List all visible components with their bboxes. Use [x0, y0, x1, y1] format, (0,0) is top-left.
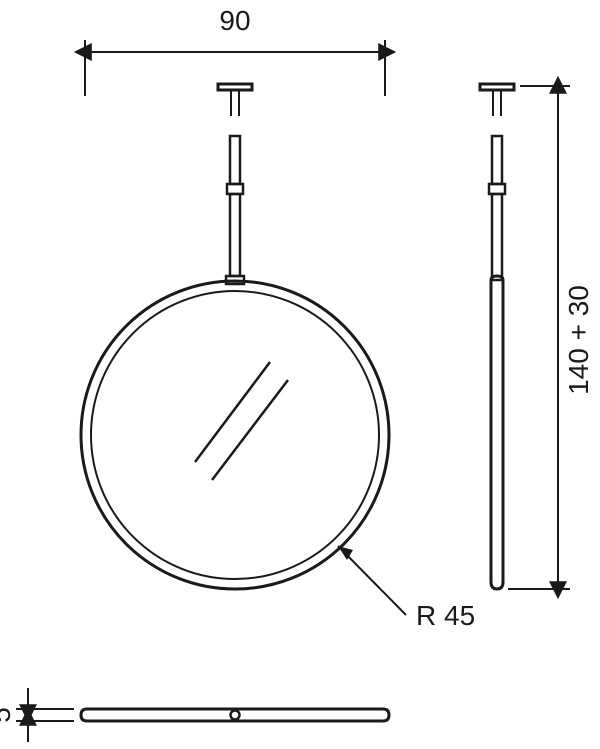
side-view: [480, 84, 514, 589]
dim-radius: R 45: [338, 546, 475, 631]
front-view: [81, 84, 389, 589]
width-dimension-label: 90: [219, 5, 250, 36]
dim-width: 90: [85, 5, 385, 96]
height-dimension-label: 140 + 30: [563, 285, 594, 395]
thickness-dimension-label: 5: [0, 707, 16, 723]
top-view: [81, 709, 389, 721]
dim-thickness: 5: [0, 688, 74, 742]
dim-height: 140 + 30: [508, 86, 594, 589]
technical-drawing: 90 R 45: [0, 0, 600, 749]
radius-dimension-label: R 45: [416, 600, 475, 631]
